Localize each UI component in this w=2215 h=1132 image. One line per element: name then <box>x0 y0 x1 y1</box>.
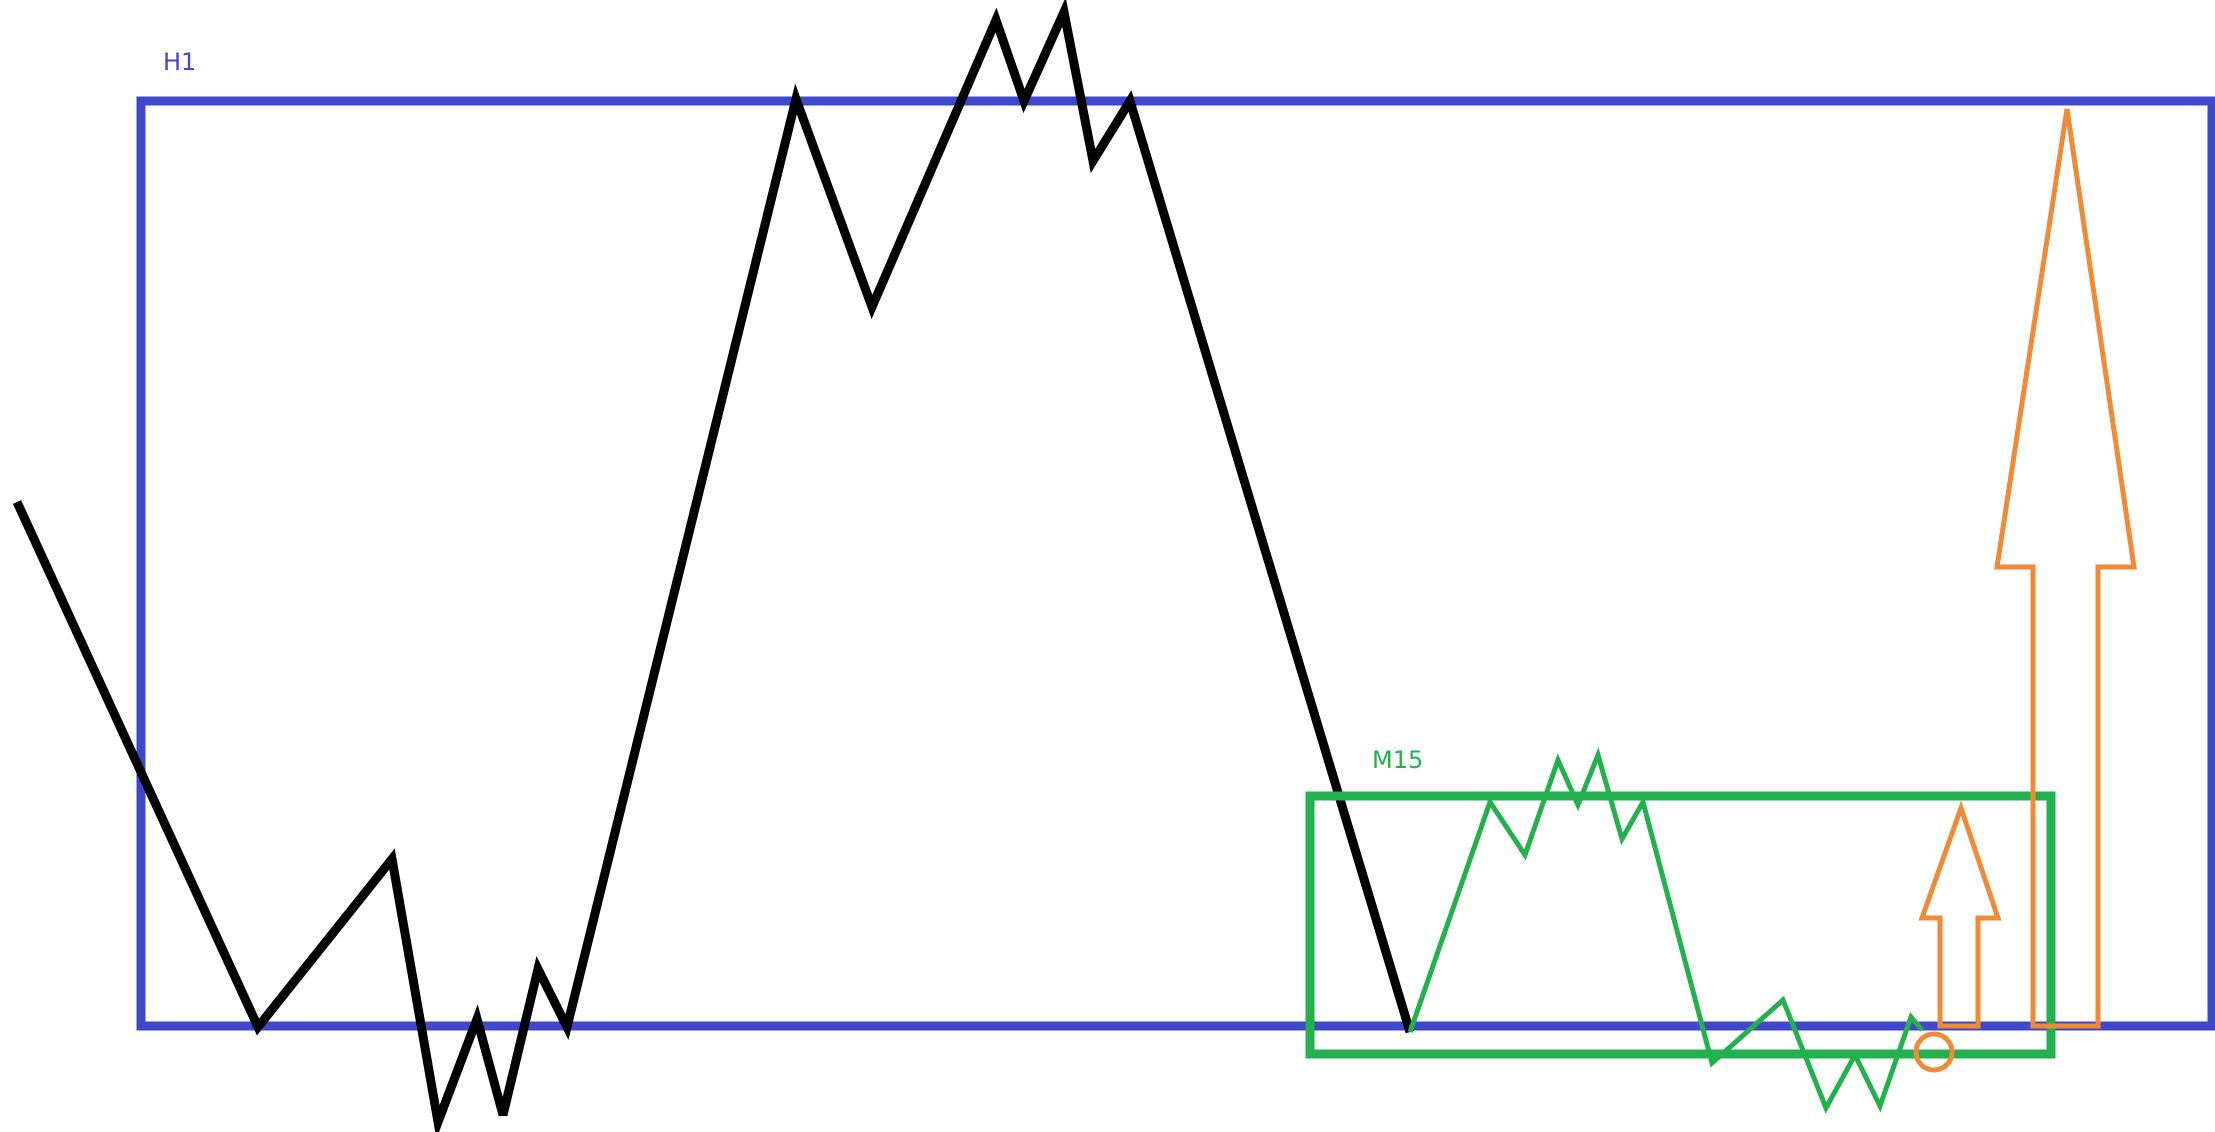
h1-range-box <box>136 96 2215 1031</box>
m15-target-arrow <box>1918 800 2002 1029</box>
m15-label: M15 <box>1372 746 1423 774</box>
m15-range-box <box>1305 791 2056 1059</box>
entry-circle <box>1913 1031 1955 1073</box>
h1-price-path <box>12 0 1415 1132</box>
h1-target-arrow <box>1994 108 2137 1029</box>
m15-price-path <box>1407 747 1924 1114</box>
h1-label: H1 <box>163 48 196 76</box>
